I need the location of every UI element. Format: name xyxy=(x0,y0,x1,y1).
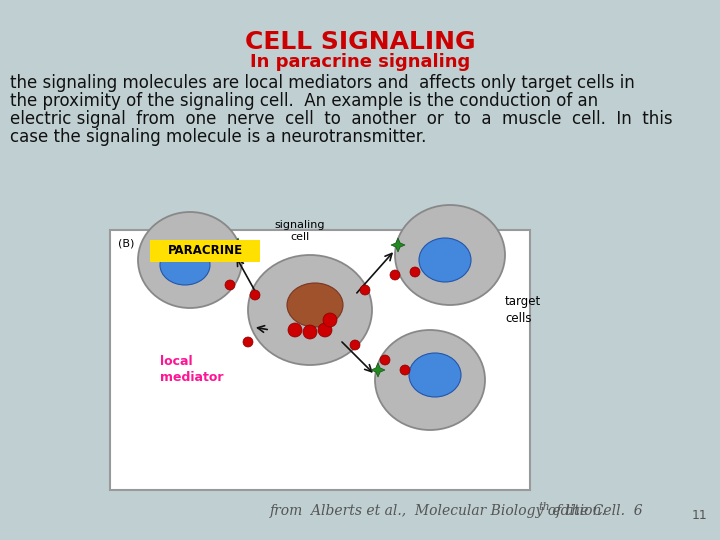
Text: local
mediator: local mediator xyxy=(160,355,223,384)
Polygon shape xyxy=(231,238,245,252)
Polygon shape xyxy=(371,363,385,377)
Ellipse shape xyxy=(419,238,471,282)
Circle shape xyxy=(380,355,390,365)
Circle shape xyxy=(225,280,235,290)
Circle shape xyxy=(350,340,360,350)
Ellipse shape xyxy=(375,330,485,430)
Text: th: th xyxy=(538,502,549,512)
Text: signaling
cell: signaling cell xyxy=(275,220,325,242)
Circle shape xyxy=(390,270,400,280)
Text: from  Alberts et al.,  Molecular Biology of the Cell.  6: from Alberts et al., Molecular Biology o… xyxy=(270,504,644,518)
Text: the signaling molecules are local mediators and  affects only target cells in: the signaling molecules are local mediat… xyxy=(10,74,635,92)
Circle shape xyxy=(250,290,260,300)
Circle shape xyxy=(303,325,317,339)
Circle shape xyxy=(243,337,253,347)
Ellipse shape xyxy=(395,205,505,305)
Text: In paracrine signaling: In paracrine signaling xyxy=(250,53,470,71)
Circle shape xyxy=(360,285,370,295)
Text: PARACRINE: PARACRINE xyxy=(168,245,243,258)
Circle shape xyxy=(410,267,420,277)
Circle shape xyxy=(400,365,410,375)
Ellipse shape xyxy=(248,255,372,365)
Bar xyxy=(150,240,260,262)
Text: electric signal  from  one  nerve  cell  to  another  or  to  a  muscle  cell.  : electric signal from one nerve cell to a… xyxy=(10,110,672,128)
Text: the proximity of the signaling cell.  An example is the conduction of an: the proximity of the signaling cell. An … xyxy=(10,92,598,110)
Ellipse shape xyxy=(138,212,242,308)
Text: CELL SIGNALING: CELL SIGNALING xyxy=(245,30,475,54)
Ellipse shape xyxy=(287,283,343,327)
Ellipse shape xyxy=(160,245,210,285)
Text: edition.: edition. xyxy=(548,504,606,518)
Text: 11: 11 xyxy=(692,509,708,522)
Circle shape xyxy=(288,323,302,337)
Text: target
cells: target cells xyxy=(505,295,541,325)
Ellipse shape xyxy=(409,353,461,397)
Text: (B): (B) xyxy=(118,238,135,248)
Text: case the signaling molecule is a neurotransmitter.: case the signaling molecule is a neurotr… xyxy=(10,128,426,146)
Polygon shape xyxy=(391,238,405,252)
Circle shape xyxy=(318,323,332,337)
Bar xyxy=(110,230,530,490)
Circle shape xyxy=(323,313,337,327)
